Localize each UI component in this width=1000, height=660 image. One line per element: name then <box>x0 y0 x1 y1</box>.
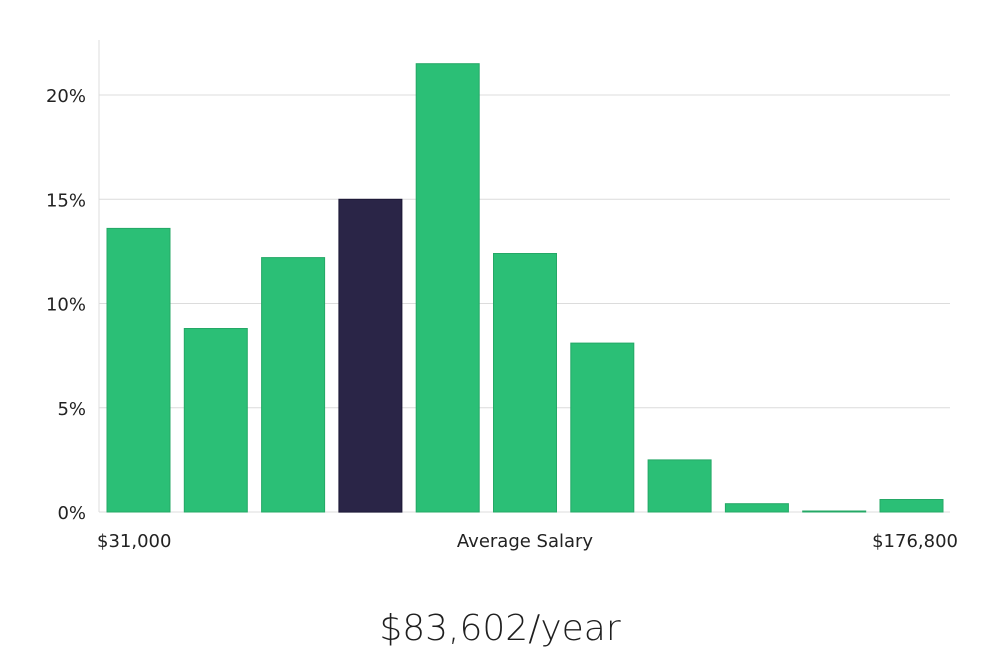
x-max-label: $176,800 <box>872 531 958 552</box>
x-min-label: $31,000 <box>97 531 171 552</box>
bar <box>183 328 248 513</box>
y-tick-label: 5% <box>57 399 86 420</box>
bar <box>415 63 480 513</box>
bar <box>570 342 635 513</box>
y-tick-label: 20% <box>46 86 86 107</box>
x-axis-label: Average Salary <box>457 531 594 552</box>
bar <box>724 503 789 513</box>
bar <box>802 510 867 513</box>
bar <box>647 459 712 513</box>
y-tick-label: 15% <box>46 190 86 211</box>
y-tick-label: 10% <box>46 295 86 316</box>
bars <box>106 63 944 513</box>
bar <box>493 253 557 513</box>
y-tick-label: 0% <box>57 503 86 524</box>
bar <box>879 499 944 513</box>
bar <box>261 257 326 513</box>
bar <box>106 227 171 513</box>
y-axis-ticks: 0% 5% 10% 15% 20% <box>46 86 86 524</box>
average-salary-value: $83,602/year <box>379 608 621 649</box>
salary-histogram-chart: 0% 5% 10% 15% 20% $31,000 Average Salary $17… <box>46 40 958 552</box>
bar-highlighted <box>338 198 403 513</box>
